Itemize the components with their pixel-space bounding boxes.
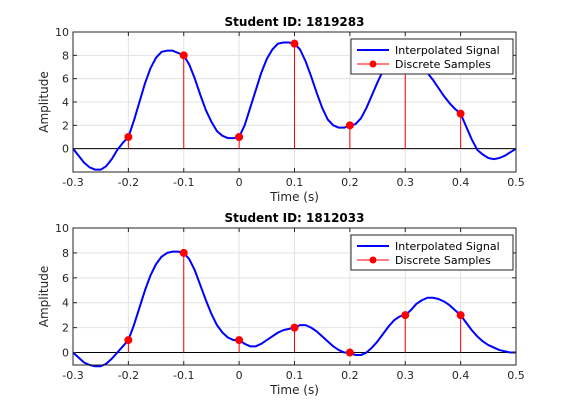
- x-tick-label: -0.2: [118, 369, 139, 382]
- y-tick-label: 2: [62, 322, 69, 335]
- x-tick-label: 0.5: [507, 176, 525, 189]
- sample-marker: [124, 336, 133, 345]
- legend-marker-swatch: [369, 256, 377, 264]
- y-axis-label: Amplitude: [37, 71, 51, 133]
- y-tick-label: 8: [62, 49, 69, 62]
- chart-title: Student ID: 1812033: [225, 211, 365, 225]
- y-tick-label: 2: [62, 119, 69, 132]
- y-tick-label: 4: [62, 297, 69, 310]
- sample-marker: [401, 311, 410, 320]
- x-tick-label: 0.2: [341, 369, 359, 382]
- x-tick-label: 0.4: [452, 369, 470, 382]
- sample-marker: [345, 121, 354, 130]
- y-tick-label: 6: [62, 73, 69, 86]
- legend-label: Interpolated Signal: [395, 240, 500, 253]
- subplot-2: -0.3 -0.2 -0.1 0 0.1 0.2 0.3 0.4 0.5 0 2 4 6 8 10 Stude…: [37, 211, 525, 397]
- sample-marker: [179, 248, 188, 257]
- x-tick-label: -0.1: [173, 176, 194, 189]
- x-tick-label: -0.1: [173, 369, 194, 382]
- chart-title: Student ID: 1819283: [225, 15, 365, 29]
- x-tick-label: 0.3: [397, 369, 415, 382]
- y-tick-label: 8: [62, 247, 69, 260]
- sample-marker: [235, 133, 244, 141]
- y-tick-label: 0: [62, 143, 69, 156]
- x-tick-label: 0.1: [286, 176, 304, 189]
- x-tick-label: 0.1: [286, 369, 304, 382]
- sample-marker: [290, 323, 299, 332]
- sample-marker: [179, 51, 188, 60]
- x-tick-label: -0.3: [62, 176, 83, 189]
- x-tick-label: 0.3: [397, 176, 415, 189]
- x-tick-label: 0.5: [507, 369, 525, 382]
- x-tick-label: 0.2: [341, 176, 359, 189]
- sample-marker: [345, 348, 354, 357]
- legend-marker-swatch: [369, 60, 377, 68]
- y-tick-label: 0: [62, 347, 69, 360]
- y-tick-label: 4: [62, 96, 69, 109]
- y-axis-label: Amplitude: [37, 266, 51, 328]
- y-tick-label: 10: [55, 222, 69, 235]
- subplot-1: -0.3 -0.2 -0.1 0 0.1 0.2 0.3 0.4 0.5 0 2 4 6 8 10 Stude…: [37, 15, 525, 204]
- x-tick-label: 0: [236, 176, 243, 189]
- legend-box: [350, 234, 514, 271]
- legend-box: [350, 38, 514, 75]
- sample-marker: [456, 311, 465, 320]
- legend-label: Interpolated Signal: [395, 44, 500, 57]
- legend-label: Discrete Samples: [395, 58, 491, 71]
- x-tick-label: -0.2: [118, 176, 139, 189]
- x-tick-label: -0.3: [62, 369, 83, 382]
- x-axis-label: Time (s): [269, 190, 319, 204]
- sample-marker: [124, 133, 133, 141]
- sample-marker: [456, 109, 465, 118]
- x-axis-label: Time (s): [269, 383, 319, 397]
- sample-marker: [235, 336, 244, 345]
- y-tick-label: 6: [62, 272, 69, 285]
- x-tick-label: 0.4: [452, 176, 470, 189]
- x-tick-label: 0: [236, 369, 243, 382]
- y-tick-label: 10: [55, 26, 69, 39]
- legend-label: Discrete Samples: [395, 254, 491, 267]
- sample-marker: [290, 39, 299, 48]
